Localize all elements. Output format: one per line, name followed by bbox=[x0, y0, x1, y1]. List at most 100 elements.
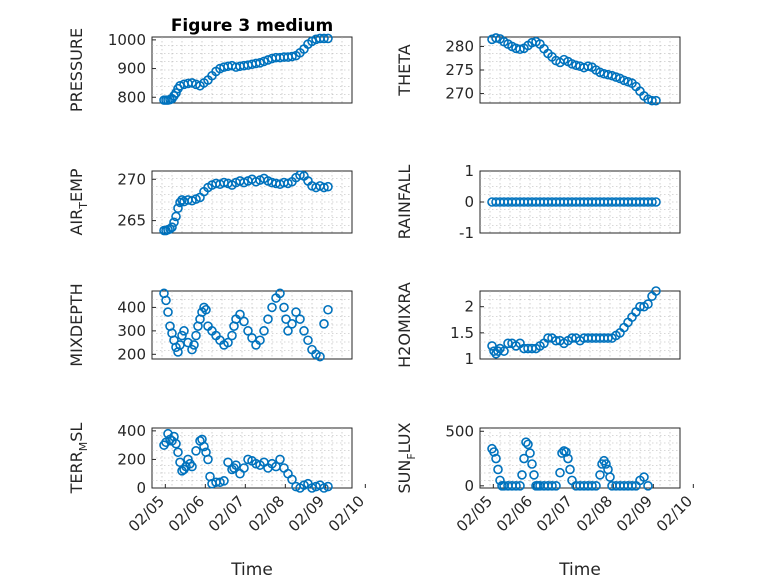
data-point bbox=[231, 460, 241, 470]
data-point bbox=[323, 481, 333, 492]
data-point bbox=[601, 459, 611, 469]
y-tick-label: 200 bbox=[117, 450, 146, 468]
y-axis-label: PRESSURE bbox=[67, 28, 86, 112]
data-point bbox=[547, 481, 557, 491]
data-point bbox=[323, 304, 333, 315]
data-point bbox=[173, 203, 183, 213]
data-point bbox=[267, 302, 277, 313]
data-point bbox=[255, 335, 265, 346]
data-point bbox=[167, 222, 177, 233]
data-point bbox=[583, 61, 593, 72]
data-point bbox=[491, 33, 501, 43]
y-tick-label: 900 bbox=[117, 60, 146, 78]
subplot-5: 200 300 400 MIXDEPTH bbox=[67, 283, 353, 367]
data-point bbox=[275, 288, 285, 299]
x-tick-label: 02/10 bbox=[325, 492, 368, 535]
subplot-6: 1 1.5 2 H2OMIXRA bbox=[395, 282, 681, 368]
data-point bbox=[189, 340, 199, 350]
data-point bbox=[171, 438, 181, 449]
y-tick-label: 1 bbox=[464, 162, 474, 180]
x-tick-label: 02/07 bbox=[533, 492, 576, 535]
y-tick-label: 500 bbox=[445, 422, 474, 440]
y-axis-label: TERRMSL bbox=[67, 423, 90, 495]
data-point bbox=[587, 481, 597, 491]
x-tick-label: 02/08 bbox=[245, 492, 288, 535]
y-tick-label: 400 bbox=[117, 422, 146, 440]
data-point bbox=[319, 319, 329, 329]
x-tick-label: 02/10 bbox=[653, 492, 696, 535]
data-point bbox=[627, 481, 637, 491]
data-point bbox=[219, 476, 229, 486]
data-point bbox=[651, 95, 661, 106]
data-series bbox=[487, 437, 653, 491]
x-axis-label: Time bbox=[230, 560, 273, 580]
y-tick-label: 265 bbox=[117, 212, 146, 230]
data-point bbox=[323, 181, 333, 192]
y-tick-label: 280 bbox=[445, 37, 474, 55]
data-point bbox=[643, 481, 653, 491]
data-series bbox=[487, 286, 661, 359]
data-point bbox=[489, 447, 499, 457]
data-point bbox=[303, 335, 313, 346]
x-axis-label: Time bbox=[558, 560, 601, 580]
data-point bbox=[223, 337, 233, 348]
data-point bbox=[161, 295, 171, 306]
data-point bbox=[239, 463, 249, 473]
data-point bbox=[169, 217, 179, 228]
y-axis-label: RAINFALL bbox=[395, 165, 414, 240]
data-point bbox=[565, 464, 575, 475]
data-point bbox=[551, 481, 561, 491]
data-point bbox=[263, 314, 273, 324]
data-point bbox=[199, 441, 209, 452]
data-point bbox=[639, 472, 649, 482]
data-point bbox=[651, 197, 661, 207]
y-tick-label: 400 bbox=[117, 298, 146, 316]
data-point bbox=[191, 446, 201, 456]
data-point bbox=[179, 326, 189, 336]
data-series bbox=[159, 288, 333, 362]
data-point bbox=[227, 330, 237, 341]
grid bbox=[480, 428, 680, 488]
data-point bbox=[187, 461, 197, 472]
data-series bbox=[159, 33, 333, 105]
data-point bbox=[187, 344, 197, 355]
data-point bbox=[517, 470, 527, 480]
y-axis-label: AIRTEMP bbox=[67, 168, 90, 235]
y-axis-label: MIXDEPTH bbox=[67, 283, 86, 366]
x-tick-label: 02/07 bbox=[205, 492, 248, 535]
data-point bbox=[291, 307, 301, 317]
data-point bbox=[235, 309, 245, 320]
y-tick-label: 1.5 bbox=[450, 324, 474, 342]
y-tick-label: 2 bbox=[464, 298, 474, 316]
data-point bbox=[259, 326, 269, 336]
x-tick-label: 02/09 bbox=[613, 492, 656, 535]
data-point bbox=[239, 316, 249, 327]
data-point bbox=[287, 474, 297, 485]
data-point bbox=[199, 302, 209, 313]
data-point bbox=[299, 326, 309, 336]
data-series bbox=[159, 170, 333, 236]
data-point bbox=[555, 467, 565, 478]
data-point bbox=[295, 314, 305, 324]
data-point bbox=[651, 286, 661, 296]
data-point bbox=[511, 481, 521, 491]
data-point bbox=[561, 447, 571, 457]
data-point bbox=[177, 195, 187, 205]
data-point bbox=[295, 170, 305, 180]
data-point bbox=[515, 481, 525, 491]
data-point bbox=[521, 437, 531, 447]
data-series bbox=[487, 197, 661, 207]
data-point bbox=[563, 453, 573, 464]
subplot-4: -1 0 1 RAINFALL bbox=[395, 162, 681, 242]
data-point bbox=[243, 326, 253, 336]
data-series bbox=[487, 33, 661, 106]
data-point bbox=[493, 346, 503, 356]
data-point bbox=[203, 454, 213, 465]
data-point bbox=[319, 182, 329, 193]
y-tick-label: -1 bbox=[459, 224, 474, 242]
data-point bbox=[499, 346, 509, 356]
y-tick-label: 0 bbox=[136, 479, 146, 497]
y-tick-label: 0 bbox=[464, 193, 474, 211]
data-point bbox=[595, 470, 605, 480]
y-axis-label: H2OMIXRA bbox=[395, 282, 414, 368]
